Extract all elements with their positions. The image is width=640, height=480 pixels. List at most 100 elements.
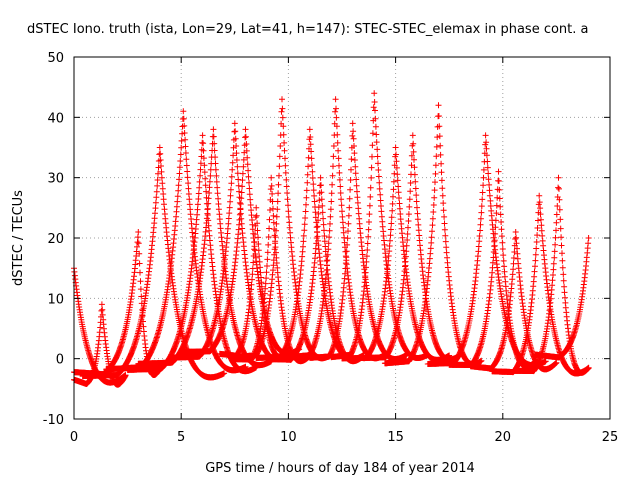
data-point: [243, 147, 250, 154]
data-point: [431, 187, 438, 194]
data-point: [433, 153, 440, 160]
data-point: [159, 185, 166, 192]
data-point: [207, 172, 214, 179]
data-point: [303, 187, 310, 194]
data-point: [231, 120, 238, 127]
data-point: [392, 144, 399, 151]
data-point: [388, 220, 395, 227]
data-point: [486, 192, 493, 199]
data-point: [347, 177, 354, 183]
data-point: [428, 239, 435, 246]
data-point: [276, 172, 282, 179]
data-point: [158, 163, 164, 169]
data-point: [438, 169, 445, 176]
data-point: [136, 260, 143, 267]
data-point: [486, 187, 493, 194]
data-point: [438, 160, 445, 167]
data-point: [284, 190, 291, 196]
data-point: [346, 204, 353, 211]
data-point: [442, 238, 449, 245]
data-point: [213, 178, 220, 185]
data-point: [221, 370, 228, 377]
data-point: [268, 174, 275, 181]
data-point: [429, 222, 436, 229]
data-point: [405, 218, 412, 224]
data-point: [183, 156, 190, 163]
data-point: [240, 156, 247, 163]
data-point: [440, 207, 447, 214]
data-point: [196, 184, 203, 191]
data-point: [364, 247, 371, 253]
data-point: [347, 186, 354, 193]
data-point: [154, 182, 161, 189]
data-point: [405, 224, 411, 231]
data-point: [202, 175, 209, 182]
data-point: [152, 205, 159, 212]
data-point: [234, 163, 241, 170]
data-point: [279, 96, 285, 103]
data-point: [158, 174, 165, 181]
data-point: [153, 194, 160, 201]
data-point: [303, 201, 309, 208]
data-point: [371, 99, 378, 105]
data-point: [337, 183, 344, 190]
data-point: [270, 212, 277, 219]
data-point: [327, 213, 334, 220]
data-point: [255, 247, 262, 254]
data-point: [211, 140, 218, 147]
data-point: [332, 108, 339, 115]
data-point: [250, 259, 257, 266]
data-point: [309, 162, 315, 169]
data-point: [387, 232, 394, 239]
data-point: [178, 144, 185, 151]
data-point: [309, 168, 316, 175]
data-point: [137, 269, 143, 276]
data-point: [428, 234, 435, 241]
data-point: [269, 190, 276, 197]
data-point: [337, 190, 344, 196]
data-point: [160, 191, 167, 197]
data-point: [345, 220, 352, 227]
data-point: [155, 170, 161, 177]
data-point: [336, 162, 342, 169]
data-point: [396, 200, 403, 207]
data-point: [252, 214, 259, 221]
data-point: [184, 168, 191, 175]
data-point: [319, 202, 326, 209]
data-point: [275, 181, 282, 188]
data-point: [246, 179, 252, 186]
data-point: [276, 163, 283, 170]
data-point: [135, 229, 142, 235]
data-point: [352, 163, 359, 170]
data-point: [412, 178, 419, 185]
data-point: [246, 191, 253, 198]
data-point: [200, 155, 207, 162]
data-point: [334, 139, 341, 146]
data-point: [374, 146, 381, 153]
data-point: [175, 182, 182, 189]
data-point: [386, 243, 393, 249]
data-point: [395, 183, 402, 190]
data-point: [213, 172, 220, 179]
data-point: [245, 173, 252, 180]
data-point: [377, 197, 384, 204]
data-point: [374, 153, 381, 160]
data-point: [365, 226, 372, 233]
data-point: [211, 147, 218, 154]
data-point: [344, 235, 351, 242]
data-point: [194, 206, 201, 213]
data-point: [311, 192, 318, 199]
data-point: [443, 244, 450, 251]
data-point: [442, 232, 449, 239]
data-point: [239, 170, 246, 177]
data-point: [206, 184, 213, 191]
data-point: [302, 208, 309, 215]
data-point: [486, 181, 493, 188]
data-point: [277, 143, 284, 149]
data-point: [389, 200, 396, 207]
data-point: [427, 245, 434, 252]
data-point: [199, 132, 206, 139]
data-point: [264, 256, 271, 263]
data-point: [239, 183, 246, 190]
